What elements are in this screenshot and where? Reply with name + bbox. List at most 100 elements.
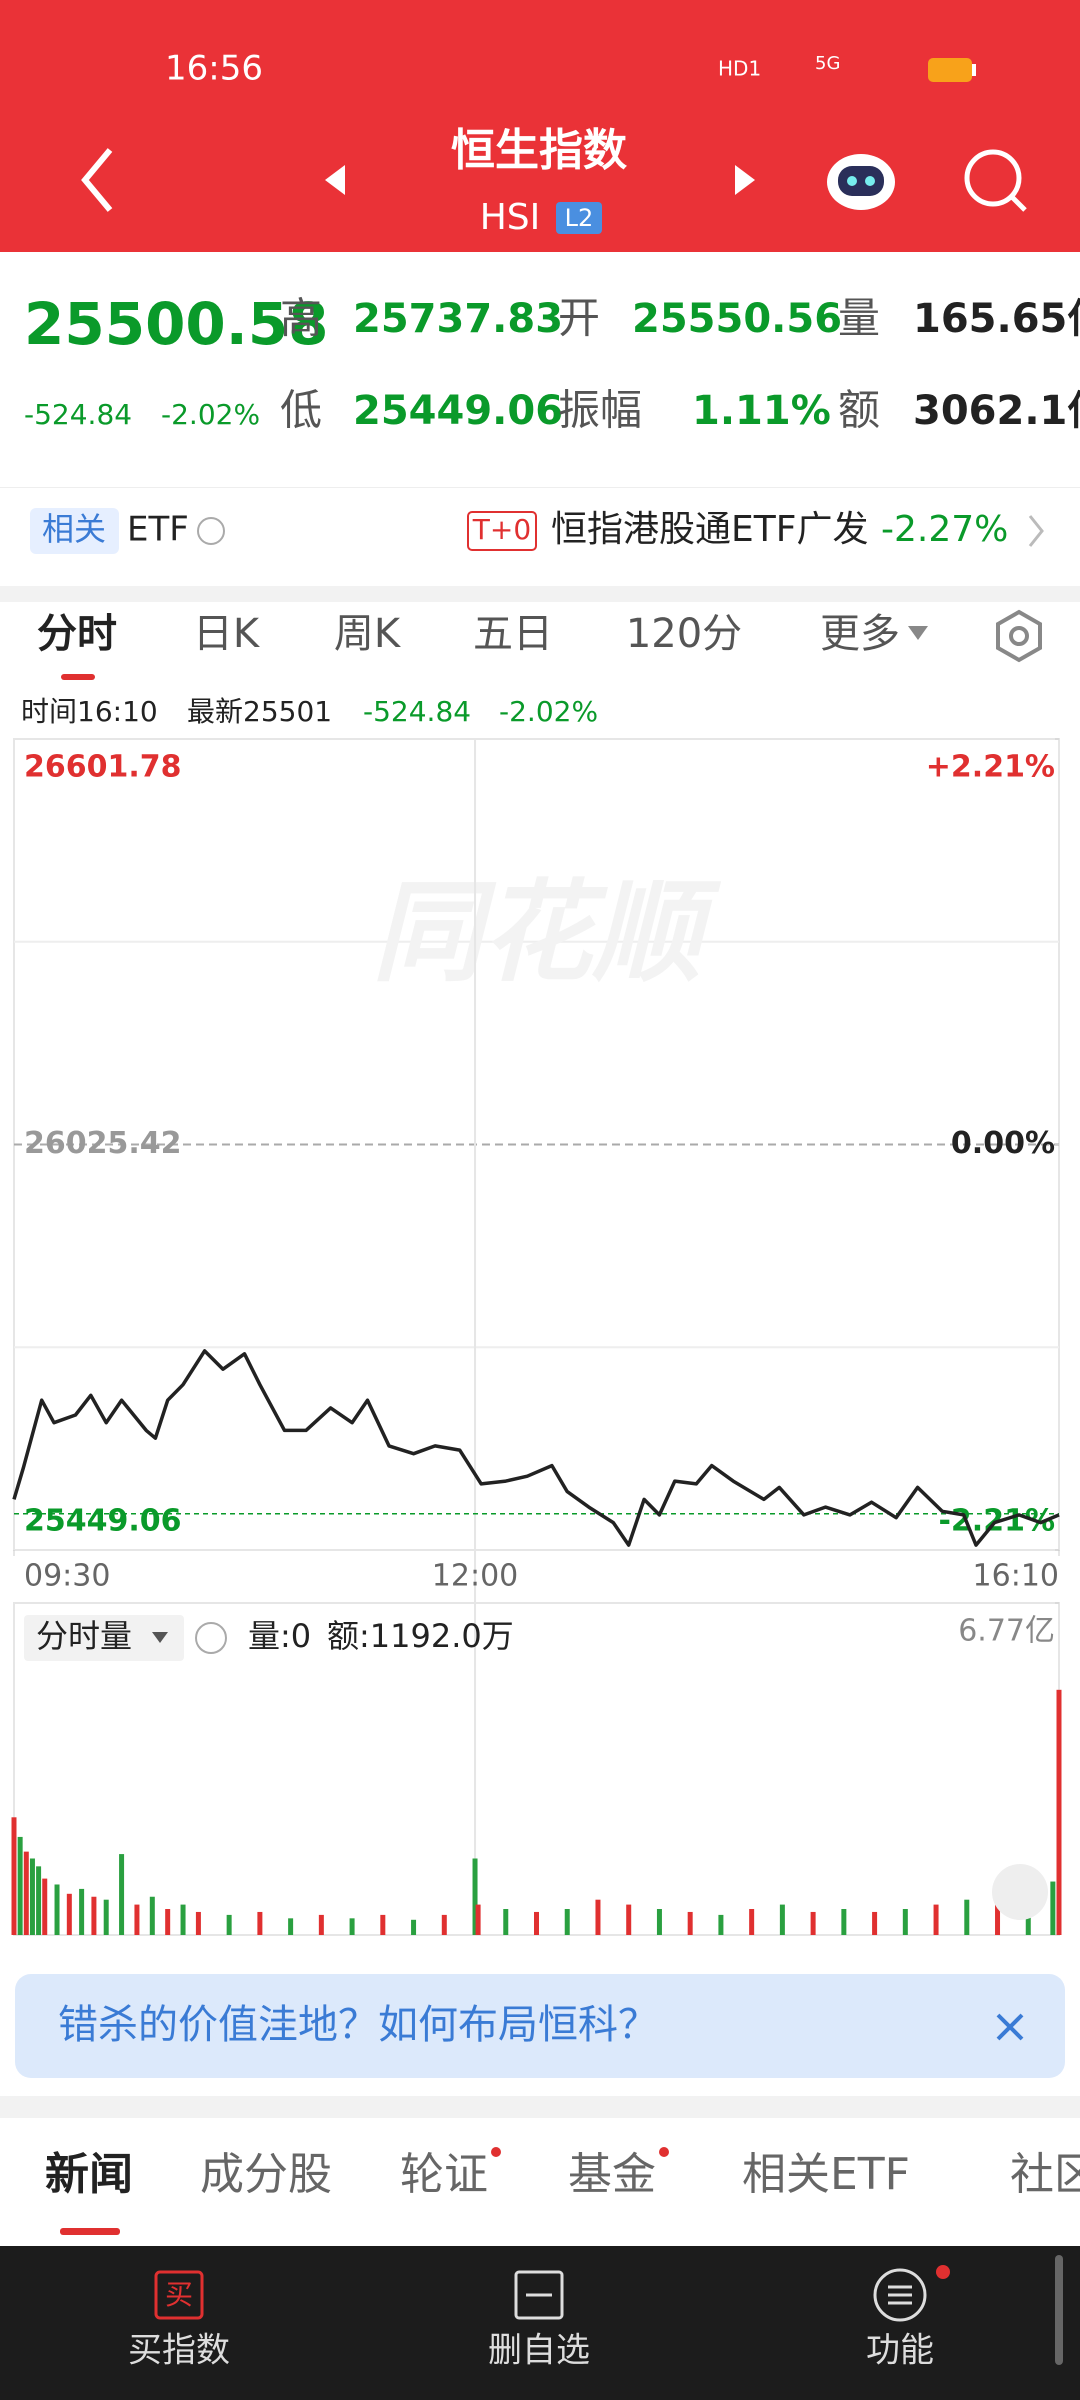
volume-bar xyxy=(1056,1689,1062,1935)
hd-icon: HD1 xyxy=(718,57,761,81)
x-tick-label: 16:10 xyxy=(973,1559,1059,1594)
volume-bar xyxy=(718,1914,724,1935)
etf-tag-bg xyxy=(30,508,119,554)
etf-badge: T+0 xyxy=(472,513,531,546)
quote-amount-label: 额 xyxy=(838,386,880,435)
volume-bar xyxy=(995,1896,1001,1935)
bottom-nav-bg xyxy=(0,2246,1080,2400)
function-icon[interactable] xyxy=(873,2265,950,2322)
info-latest: 最新25501 xyxy=(187,695,332,728)
etf-name[interactable]: 恒指港股通ETF广发 xyxy=(551,509,868,550)
buy-icon: 买 xyxy=(165,2278,193,2311)
chart-tab[interactable]: 日K xyxy=(193,611,261,657)
selector-bg[interactable] xyxy=(24,1615,184,1661)
chart-tab[interactable]: 更多 xyxy=(820,611,900,657)
volume-bar xyxy=(441,1914,447,1935)
news-underline xyxy=(60,2228,120,2235)
selector-arrow xyxy=(152,1632,168,1643)
change-pct: -2.02% xyxy=(161,398,260,431)
expand-button[interactable] xyxy=(992,1864,1048,1920)
etf-change: -2.27% xyxy=(881,509,1008,550)
volume-bar xyxy=(180,1904,186,1935)
next-button[interactable] xyxy=(735,165,755,195)
settings-icon[interactable] xyxy=(996,609,1042,663)
news-tab[interactable]: 成分股 xyxy=(200,2149,332,2200)
volume-bar xyxy=(134,1904,140,1935)
volume-bar xyxy=(534,1911,539,1935)
volume-selector[interactable]: 分时量 xyxy=(36,1617,132,1655)
network: 5G xyxy=(815,53,840,74)
amount-value: 额:1192.0万 xyxy=(327,1617,514,1655)
volume-bar xyxy=(810,1911,816,1935)
remove-icon[interactable] xyxy=(514,2270,564,2320)
volume-bar xyxy=(656,1909,662,1935)
volume-value: 量:0 xyxy=(248,1617,311,1655)
volume-bar xyxy=(872,1911,878,1935)
status-icons xyxy=(928,58,976,82)
news-tab[interactable]: 相关ETF xyxy=(742,2149,910,2200)
volume-bar xyxy=(1050,1881,1056,1935)
volume-bar xyxy=(23,1851,29,1935)
news-tab[interactable]: 轮证 xyxy=(400,2149,488,2200)
t0-badge xyxy=(467,511,537,551)
quote-low: 25449.06 xyxy=(353,388,563,434)
y2-tick-label: 0.00% xyxy=(951,1126,1055,1161)
volume-bar xyxy=(17,1836,23,1935)
banner-text[interactable]: 错杀的价值洼地？如何布局恒科？ xyxy=(58,2002,658,2048)
x-tick-label: 12:00 xyxy=(432,1559,518,1594)
volume-bar xyxy=(475,1904,481,1935)
search-icon[interactable] xyxy=(964,149,1027,212)
volume-bar xyxy=(902,1909,908,1935)
chart-tab[interactable]: 周K xyxy=(334,611,402,657)
gap xyxy=(0,586,1080,602)
quote-volume: 165.65亿 xyxy=(913,296,1080,342)
volume-bar xyxy=(66,1893,72,1935)
news-tab[interactable]: 社区 xyxy=(1010,2149,1080,2200)
help-icon xyxy=(195,1622,227,1654)
code: HSI xyxy=(480,197,541,238)
chart-tab[interactable]: 五日 xyxy=(473,611,553,657)
title: 恒生指数 xyxy=(451,125,627,176)
volume-bar xyxy=(749,1909,755,1935)
volume-bar xyxy=(503,1909,509,1935)
change: -524.84 xyxy=(24,398,132,431)
volume-bar xyxy=(29,1858,35,1935)
buy-icon-frame xyxy=(154,2270,204,2320)
header-bg xyxy=(0,0,1080,252)
help-icon xyxy=(197,517,225,545)
divider xyxy=(0,487,1080,488)
volume-bar xyxy=(933,1904,939,1935)
volume-bar xyxy=(91,1896,97,1935)
nav-label[interactable]: 买指数 xyxy=(128,2331,230,2371)
volume-bar xyxy=(226,1914,232,1935)
chart-tab[interactable]: 120分 xyxy=(626,611,742,657)
y-tick-label: 25449.06 xyxy=(24,1504,182,1539)
y-tick-label: 6.77亿 xyxy=(958,1614,1055,1649)
quote-amplitude-label: 振幅 xyxy=(558,386,642,435)
info-change: -524.84 xyxy=(363,695,471,728)
nav-label[interactable]: 功能 xyxy=(866,2331,934,2371)
prev-button[interactable] xyxy=(325,165,345,195)
assistant-icon[interactable] xyxy=(827,154,895,210)
price: 25500.58 xyxy=(24,290,329,358)
back-button[interactable] xyxy=(81,148,113,212)
news-tab[interactable]: 基金 xyxy=(568,2149,656,2200)
chevron[interactable] xyxy=(1028,515,1044,547)
gap xyxy=(0,2096,1080,2118)
volume-bar xyxy=(103,1899,109,1935)
volume-bar xyxy=(318,1914,324,1935)
banner-bg[interactable] xyxy=(15,1974,1065,2078)
quote-high-label: 高 xyxy=(280,294,322,343)
news-tab[interactable]: 新闻 xyxy=(45,2149,133,2200)
y2-tick-label: +2.21% xyxy=(926,750,1055,785)
volume-bar xyxy=(42,1878,48,1935)
level: L2 xyxy=(565,204,594,232)
nav-label[interactable]: 删自选 xyxy=(488,2331,590,2371)
volume-bar xyxy=(595,1899,601,1935)
volume-bar xyxy=(119,1854,125,1935)
banner-close[interactable] xyxy=(996,2013,1024,2041)
quote-open-label: 开 xyxy=(558,294,600,343)
info-time: 时间16:10 xyxy=(21,695,158,728)
chart-tab[interactable]: 分时 xyxy=(37,611,117,657)
